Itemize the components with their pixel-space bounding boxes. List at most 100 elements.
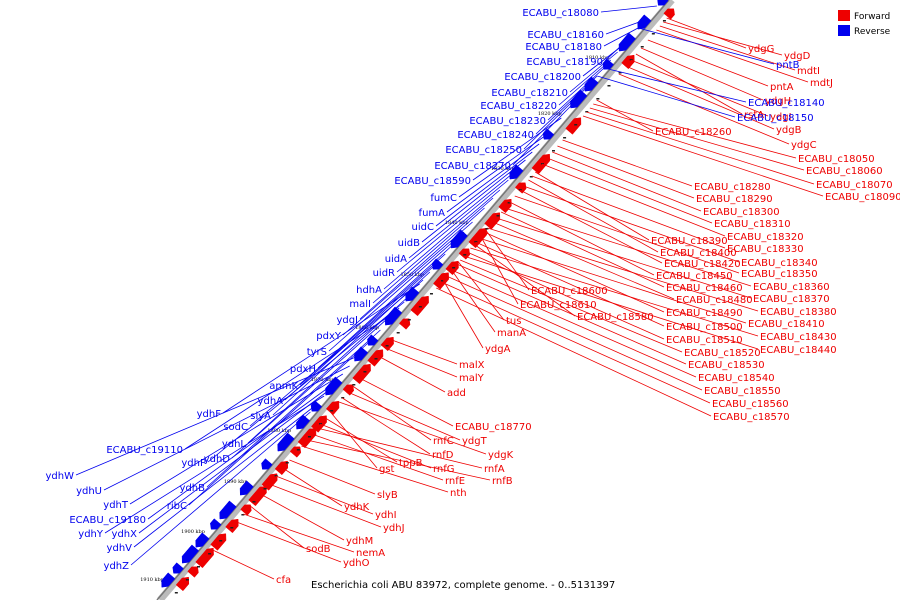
forward-leader-line — [523, 185, 740, 263]
forward-gene-label: ECABU_c18560 — [712, 399, 789, 410]
reverse-leader-line — [421, 159, 526, 243]
forward-leader-line — [301, 445, 449, 493]
reverse-gene-label: ydhA — [258, 396, 284, 407]
backbone-mark — [563, 137, 567, 139]
forward-gene-label: ECABU_c18340 — [741, 258, 818, 269]
forward-gene-feature — [565, 117, 582, 135]
reverse-gene-label: ydhW — [46, 471, 75, 482]
forward-gene-label: ydgC — [791, 140, 817, 151]
reverse-gene-label: ECABU_c18590 — [394, 176, 471, 187]
forward-leader-line — [656, 29, 809, 83]
forward-gene-label: rnfA — [484, 464, 505, 475]
forward-gene-label: ECABU_c18350 — [741, 269, 818, 280]
forward-leader-line — [492, 221, 675, 300]
forward-leader-line — [316, 427, 483, 469]
forward-gene-label: ECABU_c18600 — [531, 286, 608, 297]
forward-leader-line — [306, 439, 491, 481]
forward-leader-line — [485, 229, 530, 291]
backbone-mark — [174, 592, 178, 594]
backbone-mark — [574, 124, 578, 126]
backbone-mark — [230, 527, 234, 529]
reverse-leader-line — [184, 311, 396, 450]
forward-leader-line — [459, 259, 683, 353]
forward-leader-line — [446, 275, 703, 391]
forward-leader-line — [347, 391, 461, 441]
forward-gene-label: ECABU_c18610 — [520, 300, 597, 311]
reverse-gene-label: ECABU_c18250 — [445, 145, 522, 156]
forward-leader-line — [552, 151, 702, 212]
forward-gene-feature — [240, 504, 252, 516]
forward-gene-label: malY — [459, 373, 485, 384]
forward-gene-label: add — [447, 388, 466, 399]
forward-leader-line — [470, 247, 759, 337]
reverse-gene-label: ECABU_c18240 — [457, 130, 534, 141]
forward-gene-label: rnfB — [492, 476, 513, 487]
reverse-leader-line — [597, 75, 736, 118]
reverse-leader-line — [523, 83, 591, 150]
forward-gene-label: ECABU_c18450 — [656, 271, 733, 282]
backbone-mark — [219, 540, 223, 542]
reverse-leader-line — [130, 411, 311, 566]
forward-gene-label: ECABU_c18380 — [760, 307, 837, 318]
forward-gene-label: ECABU_c18400 — [660, 248, 737, 259]
reverse-gene-label: ydgJ — [336, 315, 358, 326]
forward-gene-label: ydgB — [776, 125, 802, 136]
reverse-gene-label: uidC — [412, 222, 434, 233]
forward-leader-line — [249, 505, 305, 549]
reverse-leader-line — [75, 355, 359, 476]
backbone-mark — [607, 85, 611, 87]
forward-gene-label: ECABU_c18300 — [703, 207, 780, 218]
forward-leader-line — [483, 231, 665, 313]
backbone-mark — [307, 436, 311, 438]
backbone-mark — [507, 202, 511, 204]
forward-gene-feature — [621, 54, 635, 70]
reverse-gene-feature — [310, 400, 323, 412]
reverse-leader-line — [207, 301, 405, 463]
reverse-gene-label: sodC — [223, 422, 248, 433]
forward-leader-line — [663, 21, 783, 56]
forward-gene-label: ECABU_c18060 — [806, 166, 883, 177]
forward-leader-line — [504, 207, 752, 287]
forward-gene-feature — [468, 227, 487, 249]
forward-gene-label: mdtI — [797, 66, 820, 77]
reverse-gene-label: uidB — [398, 238, 420, 249]
reverse-gene-label: ECABU_c19110 — [106, 445, 183, 456]
reverse-gene-feature — [657, 0, 669, 6]
reverse-gene-label: ECABU_c18160 — [527, 30, 604, 41]
reverse-leader-line — [408, 169, 518, 259]
forward-gene-label: ydhO — [343, 558, 370, 569]
forward-leader-line — [391, 339, 458, 365]
forward-gene-feature — [380, 336, 394, 352]
forward-gene-label: ECABU_c18500 — [666, 322, 743, 333]
forward-gene-label: ydhJ — [383, 523, 405, 534]
reverse-gene-feature — [618, 32, 636, 52]
forward-leader-line — [275, 475, 374, 515]
feature-layer — [161, 0, 675, 594]
reverse-gene-label: ydhB — [180, 483, 206, 494]
reverse-leader-line — [600, 5, 657, 13]
forward-gene-label: rnfE — [445, 476, 465, 487]
forward-leader-line — [456, 263, 687, 365]
forward-gene-label: ydgK — [488, 450, 514, 461]
reverse-gene-feature — [181, 544, 200, 564]
forward-leader-line — [625, 65, 775, 130]
forward-gene-label: ECABU_c18480 — [676, 295, 753, 306]
forward-gene-label: malX — [459, 360, 485, 371]
forward-leader-line — [618, 73, 790, 145]
forward-leader-line — [338, 401, 487, 455]
reverse-gene-label: fumA — [419, 208, 446, 219]
reverse-leader-line — [129, 373, 344, 505]
forward-leader-line — [589, 107, 805, 171]
forward-gene-feature — [352, 363, 371, 385]
reverse-gene-label: ECABU_c18220 — [480, 101, 557, 112]
forward-leader-line — [596, 99, 654, 132]
reverse-gene-label: ECABU_c18190 — [526, 57, 603, 68]
forward-leader-line — [509, 201, 655, 276]
reverse-gene-label: ECABU_c18180 — [525, 42, 602, 53]
forward-leader-line — [458, 261, 505, 321]
forward-gene-label: ECABU_c18320 — [727, 232, 804, 243]
forward-gene-label: slyB — [377, 490, 398, 501]
reverse-leader-line — [104, 395, 325, 534]
forward-gene-label: nemA — [356, 548, 385, 559]
